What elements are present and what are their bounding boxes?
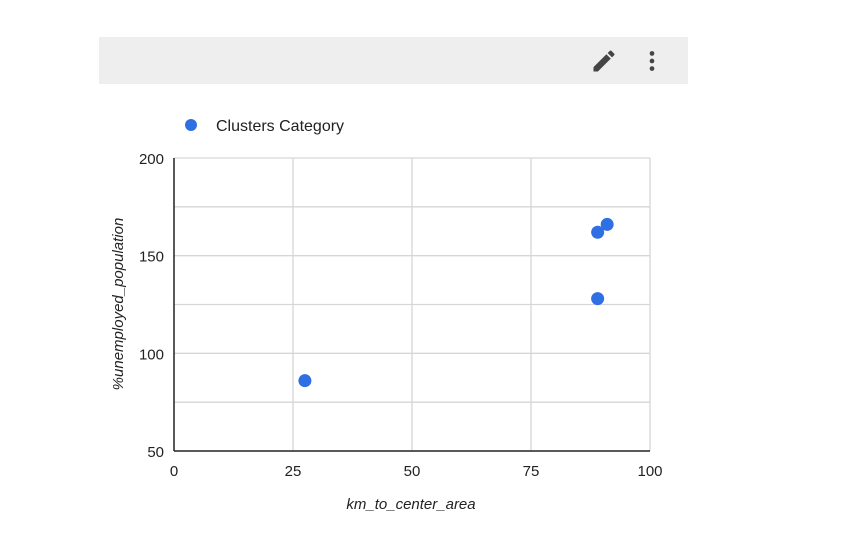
more-vert-icon bbox=[649, 51, 655, 71]
y-tick-label: 100 bbox=[139, 346, 164, 363]
x-tick-label: 50 bbox=[404, 463, 421, 480]
legend: Clusters Category bbox=[185, 118, 344, 135]
x-axis-title: km_to_center_area bbox=[346, 496, 475, 513]
data-point[interactable] bbox=[591, 225, 605, 239]
x-tick-label: 0 bbox=[170, 463, 178, 480]
grid-lines bbox=[174, 157, 651, 451]
data-point[interactable] bbox=[298, 374, 312, 388]
y-tick-label: 200 bbox=[139, 151, 164, 168]
data-point[interactable] bbox=[591, 292, 605, 306]
edit-button[interactable] bbox=[590, 47, 618, 75]
y-axis-title: %unemployed_population bbox=[110, 218, 127, 391]
x-tick-label: 25 bbox=[285, 463, 302, 480]
legend-marker bbox=[185, 119, 197, 131]
data-points bbox=[298, 217, 614, 388]
data-point[interactable] bbox=[600, 217, 614, 231]
chart-toolbar bbox=[99, 37, 688, 84]
more-options-button[interactable] bbox=[638, 47, 666, 75]
pencil-icon bbox=[593, 50, 615, 72]
tick-labels: 0 25 50 75 100 50 100 150 200 bbox=[139, 151, 663, 480]
x-tick-label: 100 bbox=[637, 463, 662, 480]
legend-label: Clusters Category bbox=[216, 118, 344, 135]
chart-card: 0 25 50 75 100 50 100 150 200 Clusters Category … bbox=[99, 37, 688, 527]
y-tick-label: 50 bbox=[147, 444, 164, 461]
y-tick-label: 150 bbox=[139, 249, 164, 266]
x-tick-label: 75 bbox=[523, 463, 540, 480]
axes bbox=[173, 158, 650, 452]
